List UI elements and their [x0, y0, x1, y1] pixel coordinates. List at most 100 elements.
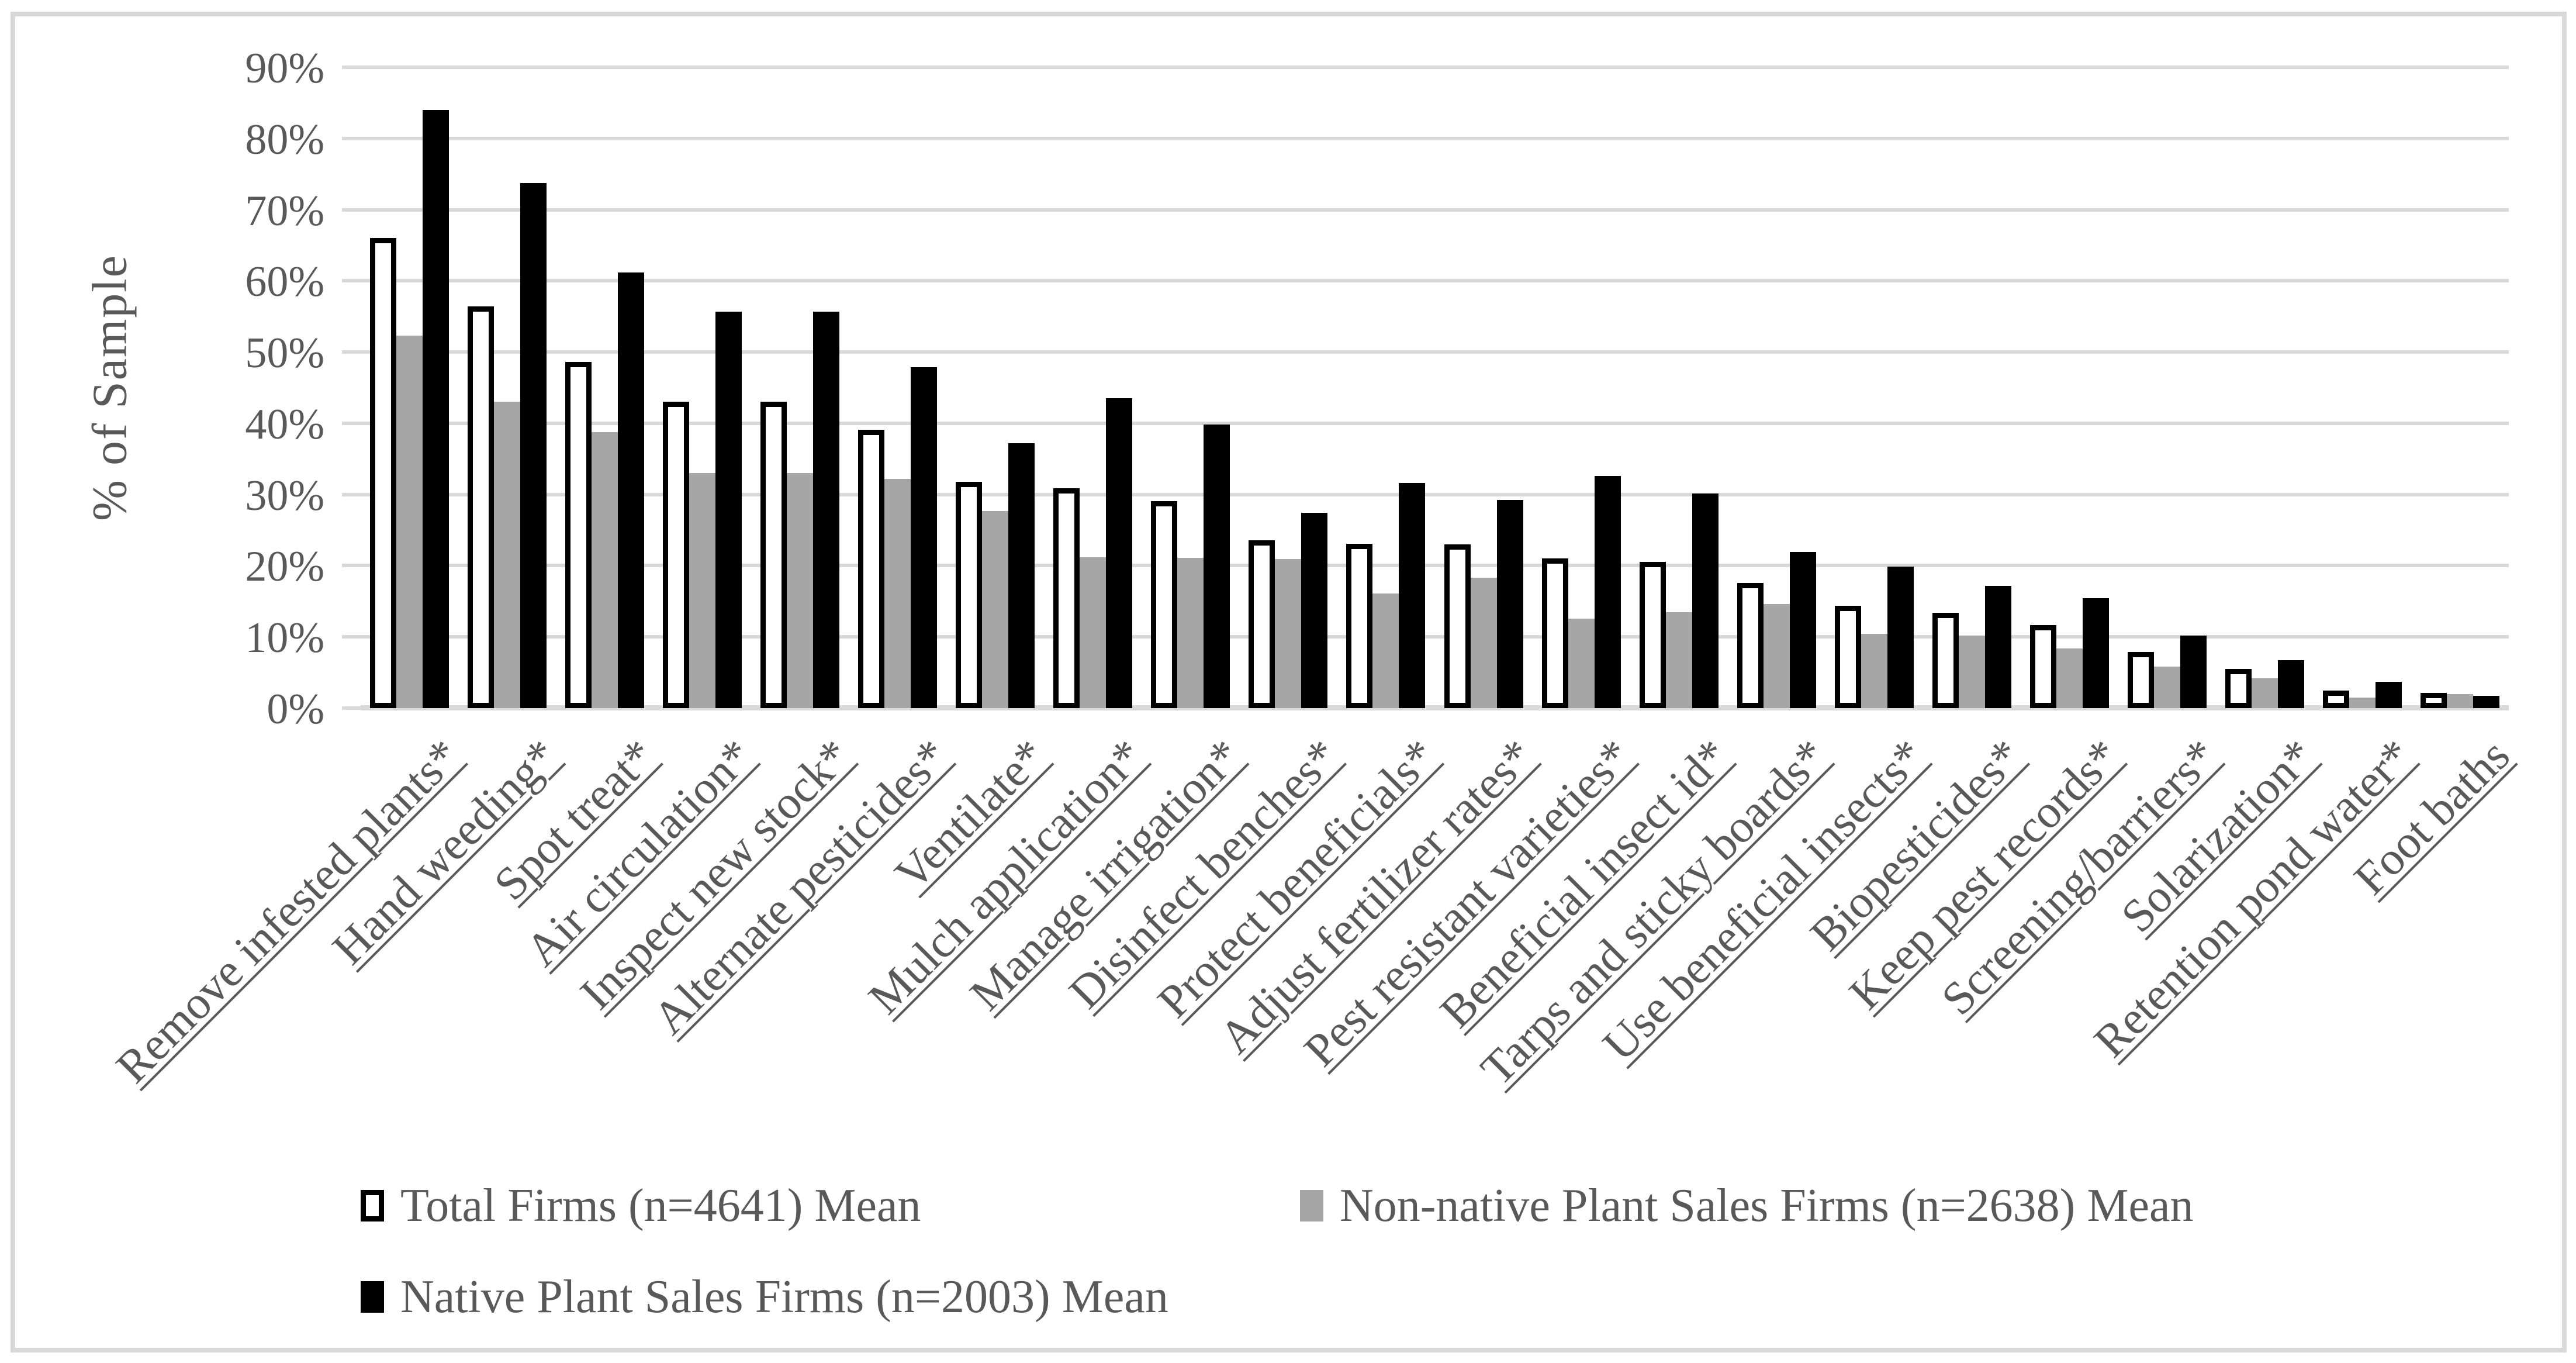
bar: [2083, 598, 2109, 708]
bar: [1444, 544, 1471, 708]
bar: [858, 430, 884, 708]
bar: [1542, 558, 1568, 708]
bar: [468, 306, 494, 708]
bar: [1595, 476, 1621, 708]
gridline-90%: [361, 65, 2509, 69]
gridline-40%: [361, 422, 2509, 425]
plot-area: [342, 65, 2509, 710]
y-tick-label-60%: 60%: [245, 258, 324, 306]
y-axis-tickmark: [342, 422, 361, 425]
bar: [1764, 604, 1790, 708]
bar: [884, 479, 911, 708]
y-axis-tick-labels: 0% 10% 20% 30% 40% 50% 60% 70% 80% 90%: [0, 44, 342, 733]
bar: [592, 432, 618, 708]
bar: [1640, 562, 1666, 708]
bar: [1008, 443, 1035, 708]
y-axis-tickmark: [342, 350, 361, 354]
bar: [2447, 694, 2473, 708]
bar: [396, 336, 423, 708]
y-tick-label-20%: 20%: [245, 543, 324, 591]
bar: [1861, 634, 1887, 708]
bar: [2180, 636, 2207, 708]
bar: [1204, 425, 1230, 708]
bar: [2128, 652, 2154, 708]
y-tick-label-0%: 0%: [267, 685, 324, 734]
y-axis-tickmark: [342, 137, 361, 140]
y-axis-tickmark: [342, 493, 361, 496]
bar: [2154, 667, 2180, 708]
bar: [494, 402, 520, 708]
bar: [715, 312, 742, 708]
y-tick-label-50%: 50%: [245, 329, 324, 378]
bar: [1568, 619, 1595, 708]
x-axis-category-labels: Remove infested plants* Hand weeding* Spot…: [106, 729, 2520, 1185]
bar: [1692, 494, 1719, 708]
bar: [2056, 648, 2083, 708]
bar: [1985, 586, 2011, 708]
bar: [663, 402, 689, 708]
bar: [2252, 678, 2278, 708]
bar: [1932, 613, 1959, 708]
y-axis-tickmark: [342, 279, 361, 282]
bar: [565, 362, 592, 708]
bar: [787, 473, 813, 708]
y-tick-label-40%: 40%: [245, 401, 324, 449]
bar: [1275, 559, 1301, 708]
bar: [2030, 625, 2056, 708]
y-axis-tickmark: [342, 635, 361, 639]
gridline-60%: [361, 279, 2509, 282]
bar: [1301, 513, 1327, 708]
bar: [1080, 557, 1106, 708]
gridline-10%: [361, 635, 2509, 639]
bar: [1151, 501, 1177, 708]
bar: [689, 473, 715, 708]
bar: [1471, 578, 1497, 708]
y-tick-label-70%: 70%: [245, 187, 324, 236]
y-tick-label-90%: 90%: [245, 44, 324, 93]
bar: [911, 367, 937, 708]
chart-outer-border: [11, 12, 2567, 1352]
bar: [2323, 691, 2349, 708]
bar: [2349, 698, 2376, 708]
gridline-30%: [361, 493, 2509, 496]
y-axis-tickmark: [342, 564, 361, 567]
bar: [1106, 398, 1132, 708]
y-tick-label-10%: 10%: [245, 614, 324, 662]
bar: [760, 402, 787, 708]
bar: [520, 183, 547, 708]
bar: [1497, 500, 1523, 708]
gridline-70%: [361, 208, 2509, 212]
bar: [1666, 612, 1692, 708]
bar: [1177, 558, 1204, 708]
y-axis-tickmark: [342, 706, 361, 710]
bar: [2421, 693, 2447, 708]
bar: [2376, 682, 2402, 708]
gridline-20%: [361, 564, 2509, 567]
gridline-50%: [361, 350, 2509, 354]
bar: [618, 272, 644, 708]
bar: [423, 110, 449, 708]
bar: [370, 238, 396, 708]
bar: [1790, 552, 1816, 708]
bar: [1887, 567, 1914, 708]
bar: [1053, 488, 1080, 708]
bar: [956, 482, 982, 708]
gridline-80%: [361, 137, 2509, 140]
y-tick-label-30%: 30%: [245, 472, 324, 520]
bar: [1737, 583, 1764, 708]
y-axis-tickmark: [342, 208, 361, 212]
bar: [1959, 636, 1985, 708]
bar: [982, 511, 1008, 708]
gridline-0%: [361, 705, 2509, 710]
bar: [1249, 540, 1275, 708]
bar: [1835, 606, 1861, 708]
bar: [1399, 483, 1425, 708]
bar: [813, 312, 839, 708]
bar: [1372, 593, 1399, 708]
y-axis-tickmark: [342, 65, 361, 69]
bar: [2473, 696, 2499, 708]
y-tick-label-80%: 80%: [245, 116, 324, 164]
bar: [1346, 544, 1372, 708]
bar: [2225, 669, 2252, 708]
